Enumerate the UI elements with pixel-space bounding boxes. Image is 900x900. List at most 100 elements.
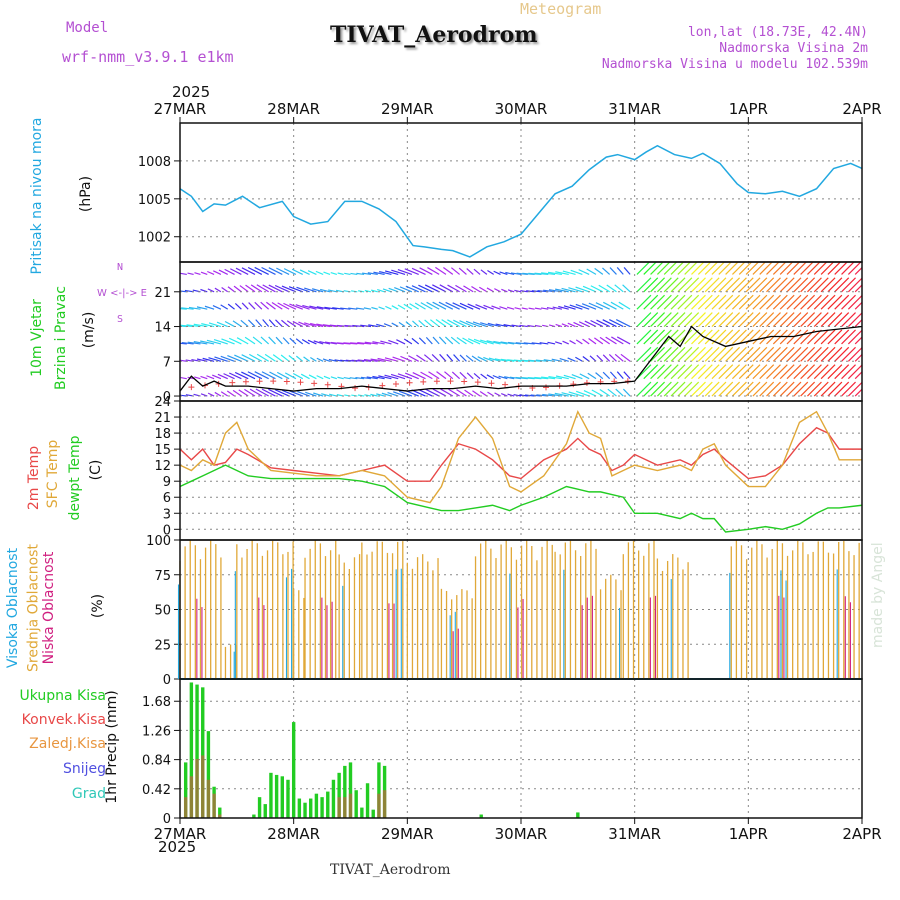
wind-barb (569, 304, 583, 310)
wind-barb (670, 277, 686, 293)
wind-barb (663, 312, 679, 327)
year-top: 2025 (172, 83, 211, 101)
wind-barb (691, 364, 706, 380)
wind-barb (614, 353, 624, 362)
wind-barb (568, 287, 583, 293)
wind-barb (425, 336, 433, 345)
wind-barb (444, 336, 454, 345)
wind-barb (309, 305, 324, 310)
precip-convective-bar (201, 755, 205, 818)
wind-barb (684, 277, 700, 293)
altitude-text: Nadmorska Visina 2m (719, 41, 868, 56)
wind-barb (194, 272, 201, 275)
wind-barb (432, 301, 447, 310)
wind-barb (636, 312, 652, 327)
wind-barb (227, 303, 235, 310)
wind-barb (558, 305, 569, 310)
wind-barb (520, 290, 528, 293)
wind-barb (343, 376, 351, 380)
wind-barb (670, 364, 686, 380)
wind-barb (276, 267, 290, 275)
wind-barb (711, 381, 727, 397)
wind-barb (207, 270, 215, 275)
wind-barb (356, 307, 365, 310)
wind-barb (412, 371, 426, 380)
wind-barb (656, 277, 672, 293)
wind-barb (445, 301, 460, 310)
wind-barb (282, 337, 290, 345)
wind-barb (609, 371, 617, 380)
precip-total-bar (320, 797, 324, 818)
wind-barb (561, 392, 576, 397)
wind-barb (691, 329, 706, 345)
wind-barb (271, 301, 283, 310)
wind-barb (752, 277, 768, 293)
wind-barb (426, 301, 440, 310)
wind-barb (684, 312, 700, 327)
gust-marker (570, 381, 577, 388)
wind-barb (377, 289, 385, 293)
wind-barb (316, 375, 324, 380)
wind-barb (456, 389, 467, 397)
wind-barb (381, 392, 392, 397)
wind-barb (779, 381, 795, 397)
wind-barb (240, 319, 249, 327)
wind-barb (582, 356, 590, 362)
wind-barb (605, 336, 617, 345)
wind-barb (450, 336, 460, 345)
wind-barb (187, 341, 201, 345)
wind-barb (786, 364, 802, 380)
wind-barb (451, 371, 461, 380)
wind-barb (568, 391, 583, 397)
wind-barb (766, 381, 781, 397)
wind-barb (227, 286, 235, 293)
precip-total-bar (280, 776, 284, 818)
precip-total-bar (354, 790, 358, 818)
wind-barb (813, 364, 829, 380)
wind-barb (475, 304, 488, 310)
wind-barb (324, 306, 337, 310)
wind-barb (530, 394, 542, 397)
gust-marker (283, 378, 290, 385)
precip-total-bar (291, 722, 296, 818)
wind-barb (841, 364, 856, 380)
legend-total: Ukupna Kisa (19, 688, 106, 704)
wind-barb (663, 381, 679, 397)
wind-barb (332, 307, 344, 310)
wind-barb (358, 290, 365, 293)
wind-barb (244, 336, 256, 345)
wind-barb (731, 294, 747, 310)
wind-barb (220, 391, 229, 397)
temp-tick-label: 9 (163, 475, 171, 490)
legend-hail: Grad (71, 786, 106, 802)
wind-barb (854, 284, 862, 293)
wind-barb (244, 388, 256, 397)
wind-barb (731, 329, 747, 345)
wind-barb (513, 393, 522, 397)
wind-barb (691, 312, 706, 327)
precip-total-bar (337, 772, 341, 818)
wind-barb (458, 267, 467, 275)
precip-total-bar (201, 687, 205, 818)
wind-barb (245, 284, 256, 293)
wind-barb (596, 354, 604, 362)
wind-barb (391, 305, 399, 310)
wind-barb (465, 354, 474, 362)
wind-barb (447, 319, 460, 328)
wind-barb (622, 388, 631, 397)
precip-total-bar (331, 779, 336, 818)
temp-tick-label: 24 (154, 395, 171, 410)
wind-barb (704, 364, 720, 380)
wind-barb (854, 353, 862, 362)
wind-barb (793, 381, 809, 397)
wind-barb (486, 287, 495, 293)
wind-barb (827, 346, 843, 362)
wind-barb (725, 277, 741, 293)
wind-barb (305, 391, 317, 397)
lonlat-text: lon,lat (18.73E, 42.4N) (687, 25, 868, 40)
wind-barb (813, 329, 829, 345)
wind-barb (602, 319, 617, 328)
wind-barb (388, 339, 399, 345)
wind-barb (272, 354, 283, 362)
